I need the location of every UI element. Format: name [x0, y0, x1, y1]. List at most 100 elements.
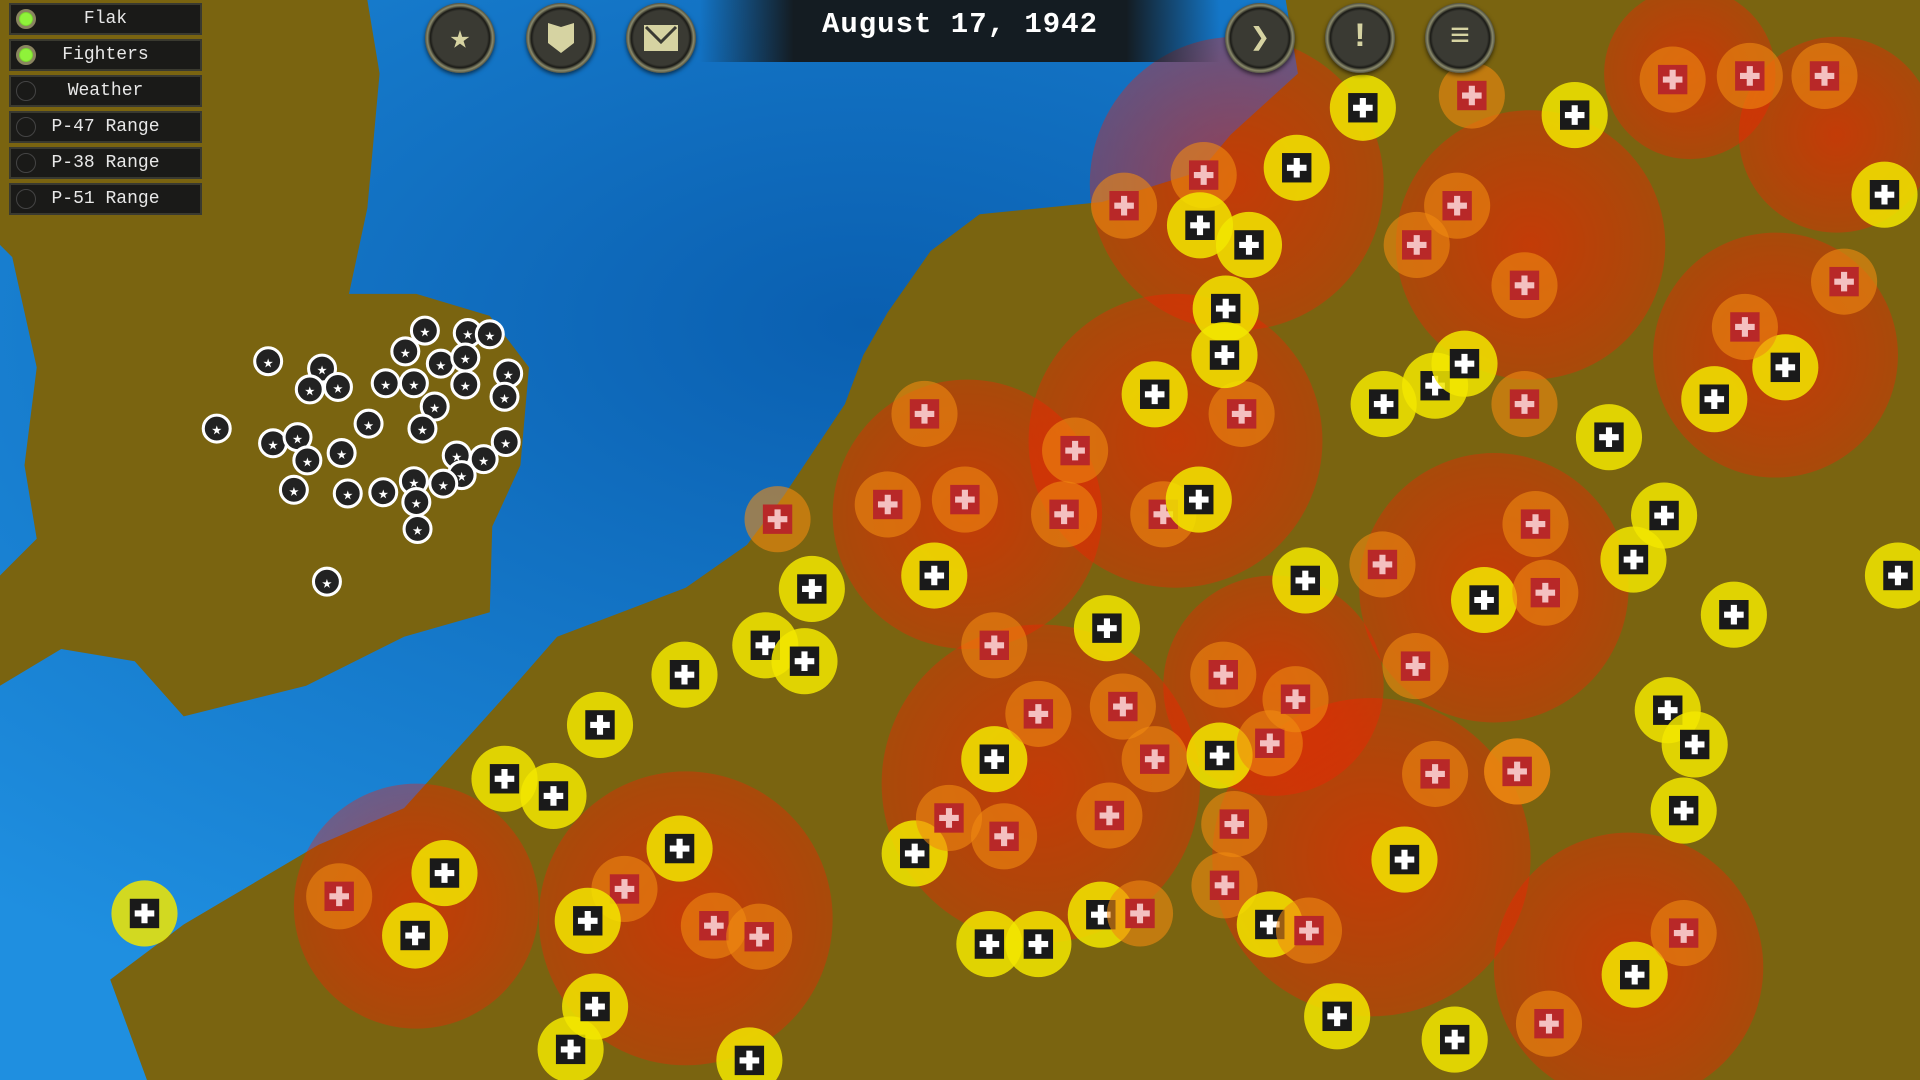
- fighter-base-marker[interactable]: [1451, 566, 1518, 634]
- enemy-target-marker[interactable]: [1121, 726, 1188, 793]
- allied-airbase-marker[interactable]: ★: [428, 468, 459, 499]
- fighter-base-marker[interactable]: [961, 726, 1028, 793]
- toggle-fighters[interactable]: Fighters: [9, 39, 202, 71]
- allied-airbase-marker[interactable]: ★: [402, 513, 433, 544]
- fighter-base-marker[interactable]: [956, 911, 1023, 978]
- fighter-base-marker[interactable]: [554, 887, 621, 954]
- enemy-target-marker[interactable]: [1106, 880, 1174, 947]
- enemy-target-marker[interactable]: [1438, 62, 1505, 129]
- enemy-target-marker[interactable]: [1042, 417, 1109, 484]
- fighter-base-marker[interactable]: [1864, 542, 1920, 609]
- fighter-base-marker[interactable]: [382, 902, 449, 969]
- fighter-base-marker[interactable]: [1191, 322, 1258, 389]
- allied-airbase-marker[interactable]: ★: [311, 566, 342, 597]
- toggle-flak[interactable]: Flak: [9, 3, 202, 35]
- fighter-base-marker[interactable]: [1304, 983, 1371, 1050]
- fighter-base-marker[interactable]: [520, 762, 587, 829]
- next-turn-button[interactable]: ❯: [1225, 3, 1295, 73]
- enemy-target-marker[interactable]: [1711, 293, 1778, 360]
- enemy-target-marker[interactable]: [1650, 900, 1717, 967]
- fighter-base-marker[interactable]: [1421, 1006, 1488, 1073]
- enemy-target-marker[interactable]: [1491, 371, 1558, 438]
- allied-airbase-marker[interactable]: ★: [368, 477, 399, 508]
- allied-airbase-marker[interactable]: ★: [450, 342, 481, 373]
- allied-airbase-marker[interactable]: ★: [450, 369, 481, 400]
- enemy-target-marker[interactable]: [1811, 248, 1878, 315]
- allied-airbase-marker[interactable]: ★: [326, 438, 357, 469]
- enemy-target-marker[interactable]: [1639, 46, 1706, 113]
- fighter-base-marker[interactable]: [1575, 404, 1643, 471]
- enemy-target-marker[interactable]: [1382, 633, 1449, 700]
- fighter-base-marker[interactable]: [411, 840, 478, 907]
- allied-airbase-marker[interactable]: ★: [370, 368, 401, 399]
- fighter-base-marker[interactable]: [1005, 911, 1072, 978]
- enemy-target-marker[interactable]: [1515, 990, 1583, 1057]
- fighter-base-marker[interactable]: [1601, 941, 1668, 1008]
- enemy-target-marker[interactable]: [915, 784, 983, 852]
- enemy-target-marker[interactable]: [1491, 252, 1558, 319]
- allied-airbase-marker[interactable]: ★: [398, 368, 429, 399]
- allied-airbase-marker[interactable]: ★: [468, 444, 499, 475]
- fighter-base-marker[interactable]: [1371, 826, 1438, 893]
- allied-airbase-marker[interactable]: ★: [474, 319, 505, 350]
- enemy-target-marker[interactable]: [1005, 680, 1072, 747]
- allied-airbase-marker[interactable]: ★: [322, 371, 353, 402]
- enemy-target-marker[interactable]: [931, 466, 998, 533]
- allied-airbase-marker[interactable]: ★: [401, 487, 432, 518]
- fighter-base-marker[interactable]: [1650, 777, 1717, 844]
- allied-airbase-marker[interactable]: ★: [490, 427, 521, 458]
- allied-airbase-marker[interactable]: ★: [390, 336, 421, 367]
- enemy-target-marker[interactable]: [1791, 42, 1858, 109]
- fighter-base-marker[interactable]: [1263, 134, 1330, 201]
- allied-airbase-marker[interactable]: ★: [409, 315, 440, 346]
- fighter-base-marker[interactable]: [778, 555, 845, 623]
- enemy-target-marker[interactable]: [1091, 172, 1158, 239]
- fighter-base-marker[interactable]: [1121, 361, 1188, 428]
- enemy-target-marker[interactable]: [1089, 673, 1156, 740]
- enemy-target-marker[interactable]: [1349, 531, 1416, 598]
- enemy-target-marker[interactable]: [1484, 738, 1551, 805]
- enemy-target-marker[interactable]: [891, 380, 958, 447]
- fighter-base-marker[interactable]: [1329, 74, 1396, 141]
- enemy-target-marker[interactable]: [1275, 897, 1343, 964]
- enemy-target-marker[interactable]: [1716, 42, 1783, 109]
- fighter-base-marker[interactable]: [1431, 330, 1498, 397]
- enemy-target-marker[interactable]: [1208, 380, 1275, 447]
- enemy-target-marker[interactable]: [1383, 211, 1450, 278]
- enemy-target-marker[interactable]: [744, 486, 811, 553]
- allied-airbase-marker[interactable]: ★: [258, 428, 289, 459]
- enemy-target-marker[interactable]: [1191, 852, 1258, 919]
- enemy-target-marker[interactable]: [1402, 740, 1469, 807]
- fighter-base-marker[interactable]: [1192, 275, 1259, 342]
- allied-airbase-marker[interactable]: ★: [294, 374, 325, 405]
- enemy-target-marker[interactable]: [961, 612, 1028, 679]
- fighter-base-marker[interactable]: [1631, 482, 1698, 549]
- allied-airbase-marker[interactable]: ★: [332, 478, 363, 509]
- fighter-base-marker[interactable]: [1272, 547, 1339, 614]
- enemy-target-marker[interactable]: [726, 903, 793, 970]
- fighter-base-marker[interactable]: [562, 973, 629, 1040]
- allied-airbase-marker[interactable]: ★: [201, 413, 232, 444]
- fighter-base-marker[interactable]: [1681, 366, 1748, 433]
- fighter-base-marker[interactable]: [651, 641, 718, 708]
- fighter-base-marker[interactable]: [716, 1027, 783, 1080]
- enemy-target-marker[interactable]: [1201, 791, 1268, 858]
- fighter-base-marker[interactable]: [1661, 711, 1728, 778]
- fighter-base-marker[interactable]: [1073, 595, 1140, 662]
- toggle-p47-range[interactable]: P-47 Range: [9, 111, 202, 143]
- allied-airbase-marker[interactable]: ★: [253, 346, 284, 377]
- allied-airbase-marker[interactable]: ★: [407, 413, 438, 444]
- allied-airbase-marker[interactable]: ★: [353, 408, 384, 439]
- fighter-base-marker[interactable]: [566, 691, 634, 758]
- menu-button[interactable]: ≡: [1425, 3, 1495, 73]
- shield-button[interactable]: [526, 3, 596, 73]
- toggle-p38-range[interactable]: P-38 Range: [9, 147, 202, 179]
- toggle-weather[interactable]: Weather: [9, 75, 202, 107]
- fighter-base-marker[interactable]: [1700, 581, 1767, 648]
- fighter-base-marker[interactable]: [1215, 211, 1283, 278]
- fighter-base-marker[interactable]: [1752, 334, 1819, 401]
- enemy-target-marker[interactable]: [1502, 491, 1569, 558]
- allied-airbase-marker[interactable]: ★: [489, 381, 520, 412]
- fighter-base-marker[interactable]: [1186, 722, 1253, 789]
